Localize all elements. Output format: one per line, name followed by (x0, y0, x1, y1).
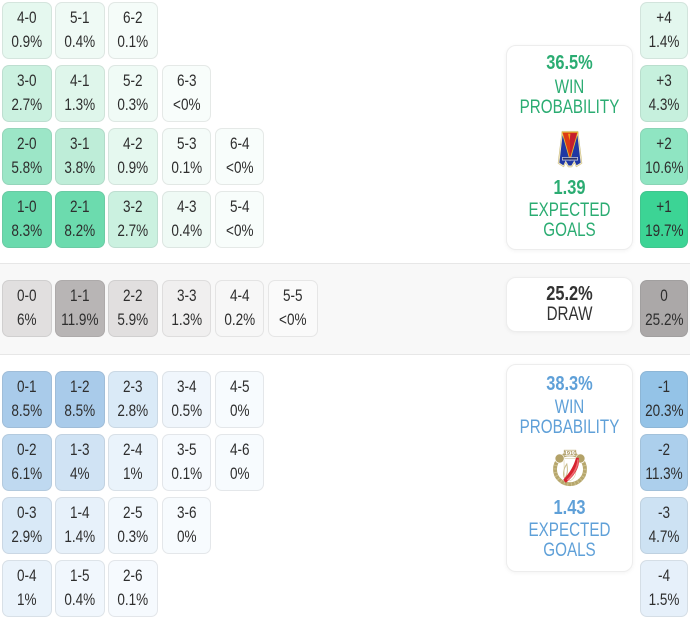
svg-text:1910: 1910 (563, 451, 577, 457)
